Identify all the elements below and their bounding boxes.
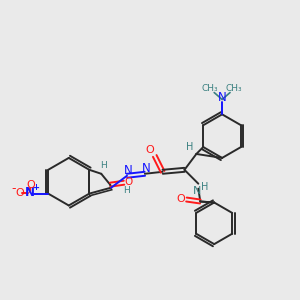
Text: O: O [146,145,154,155]
Text: H: H [123,186,129,195]
Text: N: N [25,186,35,199]
Text: N: N [193,186,202,196]
Text: CH₃: CH₃ [226,84,242,93]
Text: H: H [186,142,193,152]
Text: H: H [100,161,106,170]
Text: O: O [15,188,24,198]
Text: O: O [125,177,133,187]
Text: CH₃: CH₃ [202,84,218,93]
Text: +: + [32,183,39,192]
Text: H: H [201,182,208,192]
Text: N: N [218,91,226,104]
Text: -: - [11,182,16,195]
Text: O: O [176,194,185,203]
Text: N: N [124,164,132,177]
Text: O: O [26,180,35,190]
Text: N: N [141,162,150,175]
